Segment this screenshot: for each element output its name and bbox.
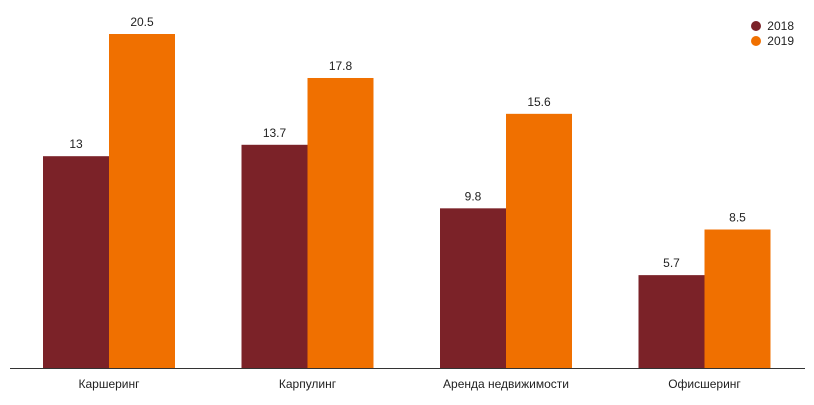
value-labels-layer: 13 20.5 13.7 17.8 9.8 15.6 5.7 8.5 [69, 15, 746, 270]
legend: 2018 2019 [751, 18, 794, 48]
bar-2019-2 [506, 113, 572, 369]
legend-item-2019: 2019 [751, 33, 794, 48]
data-label-2019-3: 8.5 [729, 211, 746, 225]
bar-2018-2 [440, 208, 506, 368]
data-label-2018-1: 13.7 [263, 126, 287, 140]
x-tick-label-1: Карпулинг [279, 377, 337, 391]
x-axis-ticks: Каршеринг Карпулинг Аренда недвижимости Офи… [78, 377, 741, 391]
bar-2018-0 [43, 156, 109, 368]
legend-item-2018: 2018 [751, 18, 794, 33]
x-tick-label-3: Офисшеринг [668, 377, 741, 391]
data-label-2019-0: 20.5 [130, 15, 154, 29]
legend-label-2019: 2019 [767, 33, 794, 48]
data-label-2019-1: 17.8 [329, 59, 353, 73]
x-tick-label-2: Аренда недвижимости [443, 377, 569, 391]
legend-swatch-2019 [751, 35, 762, 46]
data-label-2018-0: 13 [69, 137, 83, 151]
legend-swatch-2018 [751, 20, 762, 31]
bar-2018-3 [638, 275, 705, 368]
bar-2018-1 [241, 144, 308, 368]
bars-layer [43, 34, 771, 369]
legend-label-2018: 2018 [767, 18, 794, 33]
data-label-2019-2: 15.6 [527, 95, 551, 109]
bar-2019-1 [307, 77, 374, 369]
data-label-2018-2: 9.8 [465, 189, 482, 203]
data-label-2018-3: 5.7 [663, 256, 680, 270]
bar-2019-0 [109, 34, 175, 368]
x-tick-label-0: Каршеринг [78, 377, 140, 391]
bar-2019-3 [704, 229, 771, 368]
